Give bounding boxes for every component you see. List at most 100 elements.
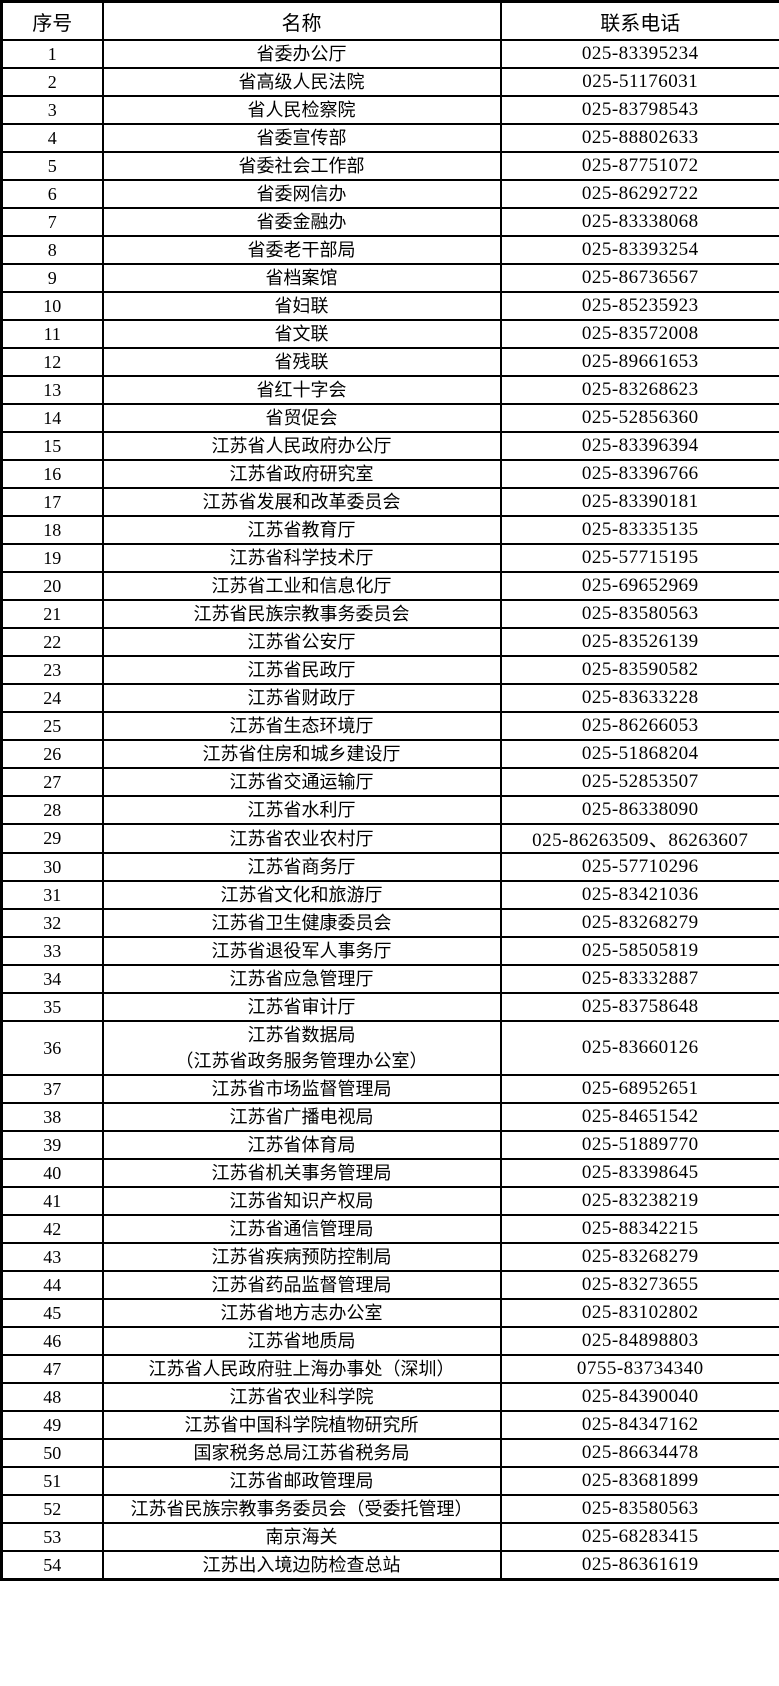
table-row: 11 省文联 025-83572008 (0, 319, 779, 349)
phone-cell: 025-83390181 (499, 487, 779, 517)
table-row: 37 江苏省市场监督管理局 025-68952651 (0, 1074, 779, 1104)
org-name-line1: 江苏省中国科学院植物研究所 (184, 1415, 419, 1435)
org-name-cell: 省妇联 (101, 291, 502, 321)
org-name-line1: 江苏省体育局 (247, 1135, 356, 1155)
serial-number-cell: 24 (0, 683, 104, 713)
serial-number-cell: 2 (0, 67, 104, 97)
phone-cell: 025-83238219 (499, 1186, 779, 1216)
serial-number-cell: 14 (0, 403, 104, 433)
org-name-line1: 江苏省教育厅 (247, 520, 356, 540)
org-name-cell: 江苏省文化和旅游厅 (101, 880, 502, 910)
org-name-cell: 江苏省疾病预防控制局 (101, 1242, 502, 1272)
phone-cell: 025-84651542 (499, 1102, 779, 1132)
table-row: 18 江苏省教育厅 025-83335135 (0, 515, 779, 545)
phone-cell: 025-86736567 (499, 263, 779, 293)
phone-cell: 025-69652969 (499, 571, 779, 601)
table-row: 33 江苏省退役军人事务厅 025-58505819 (0, 936, 779, 966)
org-name-line1: 江苏省应急管理厅 (229, 969, 374, 989)
table-row: 43 江苏省疾病预防控制局 025-83268279 (0, 1242, 779, 1272)
table-row: 7 省委金融办 025-83338068 (0, 207, 779, 237)
org-name-line1: 江苏省退役军人事务厅 (211, 941, 392, 961)
phone-cell: 025-86266053 (499, 711, 779, 741)
serial-number-cell: 18 (0, 515, 104, 545)
org-name-cell: 江苏省公安厅 (101, 627, 502, 657)
org-name-cell: 江苏省住房和城乡建设厅 (101, 739, 502, 769)
org-name-cell: 江苏省退役军人事务厅 (101, 936, 502, 966)
phone-cell: 025-83590582 (499, 655, 779, 685)
org-name-cell: 省委金融办 (101, 207, 502, 237)
phone-cell: 025-83758648 (499, 992, 779, 1022)
table-row: 52 江苏省民族宗教事务委员会（受委托管理） 025-83580563 (0, 1494, 779, 1524)
phone-cell: 025-83396394 (499, 431, 779, 461)
phone-cell: 025-88802633 (499, 123, 779, 153)
org-name-cell: 江苏省政府研究室 (101, 459, 502, 489)
org-name-cell: 江苏省工业和信息化厅 (101, 571, 502, 601)
org-name-line1: 江苏省发展和改革委员会 (202, 492, 401, 512)
serial-number-cell: 53 (0, 1522, 104, 1552)
table-row: 53 南京海关 025-68283415 (0, 1522, 779, 1552)
serial-number-cell: 37 (0, 1074, 104, 1104)
org-name-line1: 江苏省邮政管理局 (229, 1471, 374, 1491)
org-name-cell: 江苏省卫生健康委员会 (101, 908, 502, 938)
org-name-cell: 江苏省地质局 (101, 1326, 502, 1356)
org-name-cell: 江苏省交通运输厅 (101, 767, 502, 797)
table-row: 6 省委网信办 025-86292722 (0, 179, 779, 209)
org-name-line1: 江苏省疾病预防控制局 (211, 1247, 392, 1267)
serial-number-cell: 15 (0, 431, 104, 461)
serial-number-cell: 3 (0, 95, 104, 125)
serial-number-cell: 1 (0, 39, 104, 69)
table-row: 4 省委宣传部 025-88802633 (0, 123, 779, 153)
serial-number-cell: 31 (0, 880, 104, 910)
table-row: 5 省委社会工作部 025-87751072 (0, 151, 779, 181)
org-name-cell: 江苏省地方志办公室 (101, 1298, 502, 1328)
org-name-cell: 江苏省民族宗教事务委员会 (101, 599, 502, 629)
serial-number-cell: 19 (0, 543, 104, 573)
phone-cell: 025-83572008 (499, 319, 779, 349)
org-name-cell: 南京海关 (101, 1522, 502, 1552)
org-name-line1: 江苏省人民政府驻上海办事处（深圳） (148, 1359, 455, 1379)
org-name-cell: 江苏省财政厅 (101, 683, 502, 713)
org-name-line1: 江苏省通信管理局 (229, 1219, 374, 1239)
phone-cell: 025-83335135 (499, 515, 779, 545)
phone-cell: 025-83580563 (499, 599, 779, 629)
phone-cell: 025-52856360 (499, 403, 779, 433)
serial-number-cell: 27 (0, 767, 104, 797)
serial-number-cell: 12 (0, 347, 104, 377)
table-row: 34 江苏省应急管理厅 025-83332887 (0, 964, 779, 994)
org-name-line1: 省妇联 (274, 296, 329, 316)
org-name-cell: 江苏省农业科学院 (101, 1382, 502, 1412)
org-name-line1: 江苏省知识产权局 (229, 1191, 374, 1211)
table-row: 24 江苏省财政厅 025-83633228 (0, 683, 779, 713)
serial-number-cell: 49 (0, 1410, 104, 1440)
table-row: 8 省委老干部局 025-83393254 (0, 235, 779, 265)
phone-cell: 025-83268279 (499, 1242, 779, 1272)
phone-cell: 025-83395234 (499, 39, 779, 69)
table-row: 23 江苏省民政厅 025-83590582 (0, 655, 779, 685)
table-row: 9 省档案馆 025-86736567 (0, 263, 779, 293)
serial-number-cell: 44 (0, 1270, 104, 1300)
table-row: 3 省人民检察院 025-83798543 (0, 95, 779, 125)
serial-number-cell: 10 (0, 291, 104, 321)
phone-cell: 025-52853507 (499, 767, 779, 797)
org-name-cell: 江苏省民族宗教事务委员会（受委托管理） (101, 1494, 502, 1524)
org-name-line1: 江苏省机关事务管理局 (211, 1163, 392, 1183)
org-name-cell: 江苏省数据局 （江苏省政务服务管理办公室） (101, 1020, 502, 1076)
org-name-line1: 江苏省民族宗教事务委员会（受委托管理） (130, 1499, 473, 1519)
org-name-cell: 江苏省教育厅 (101, 515, 502, 545)
phone-cell: 025-57710296 (499, 852, 779, 882)
org-name-cell: 省红十字会 (101, 375, 502, 405)
phone-cell: 025-86292722 (499, 179, 779, 209)
org-name-line1: 江苏省政府研究室 (229, 464, 374, 484)
phone-cell: 025-83268623 (499, 375, 779, 405)
table-row: 44 江苏省药品监督管理局 025-83273655 (0, 1270, 779, 1300)
org-name-cell: 省委老干部局 (101, 235, 502, 265)
org-name-line1: 江苏省数据局 (247, 1025, 356, 1045)
org-name-line1: 江苏省文化和旅游厅 (220, 885, 383, 905)
org-name-line1: 江苏出入境边防检查总站 (202, 1555, 401, 1575)
table-row: 46 江苏省地质局 025-84898803 (0, 1326, 779, 1356)
phone-cell: 025-58505819 (499, 936, 779, 966)
org-name-line1: 江苏省商务厅 (247, 857, 356, 877)
table-row: 16 江苏省政府研究室 025-83396766 (0, 459, 779, 489)
org-name-cell: 江苏省人民政府办公厅 (101, 431, 502, 461)
org-name-cell: 江苏出入境边防检查总站 (101, 1550, 502, 1581)
